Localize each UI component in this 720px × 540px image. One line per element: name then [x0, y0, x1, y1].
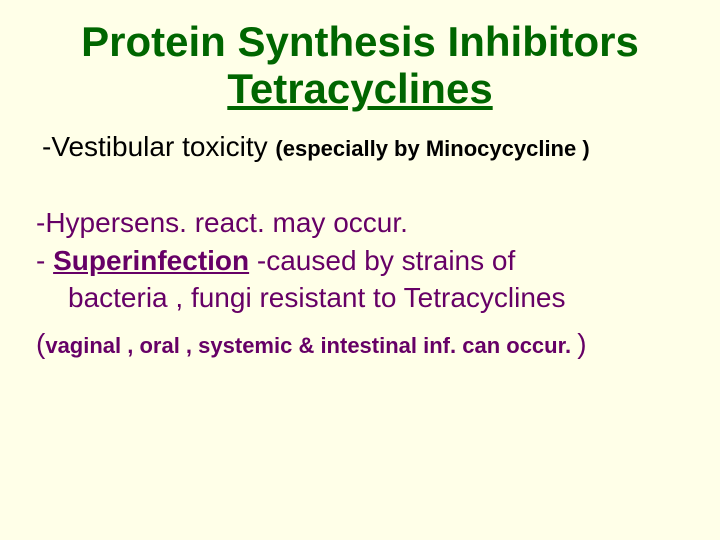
title-line2: Tetracyclines [227, 65, 492, 112]
super-rest: -caused by strains of [249, 245, 515, 276]
paren-small: vaginal , oral , systemic & intestinal i… [45, 333, 577, 358]
superinfection-line2: bacteria , fungi resistant to Tetracycli… [36, 279, 684, 317]
super-prefix: - [36, 245, 53, 276]
superinfection-line1: - Superinfection -caused by strains of [36, 242, 684, 280]
vestibular-text: -Vestibular toxicity [42, 131, 275, 162]
title-line1: Protein Synthesis Inhibitors [81, 18, 639, 65]
paren-open: ( [36, 328, 45, 359]
hypersens-line: -Hypersens. react. may occur. [36, 204, 684, 242]
slide-title: Protein Synthesis Inhibitors Tetracyclin… [36, 18, 684, 112]
purple-block: -Hypersens. react. may occur. - Superinf… [36, 204, 684, 363]
paren-close: ) [577, 328, 586, 359]
paren-line: (vaginal , oral , systemic & intestinal … [36, 325, 684, 363]
slide: Protein Synthesis Inhibitors Tetracyclin… [0, 0, 720, 540]
super-word: Superinfection [53, 245, 249, 276]
vestibular-line: -Vestibular toxicity (especially by Mino… [42, 128, 684, 166]
vestibular-paren: (especially by Minocycycline ) [275, 136, 589, 161]
